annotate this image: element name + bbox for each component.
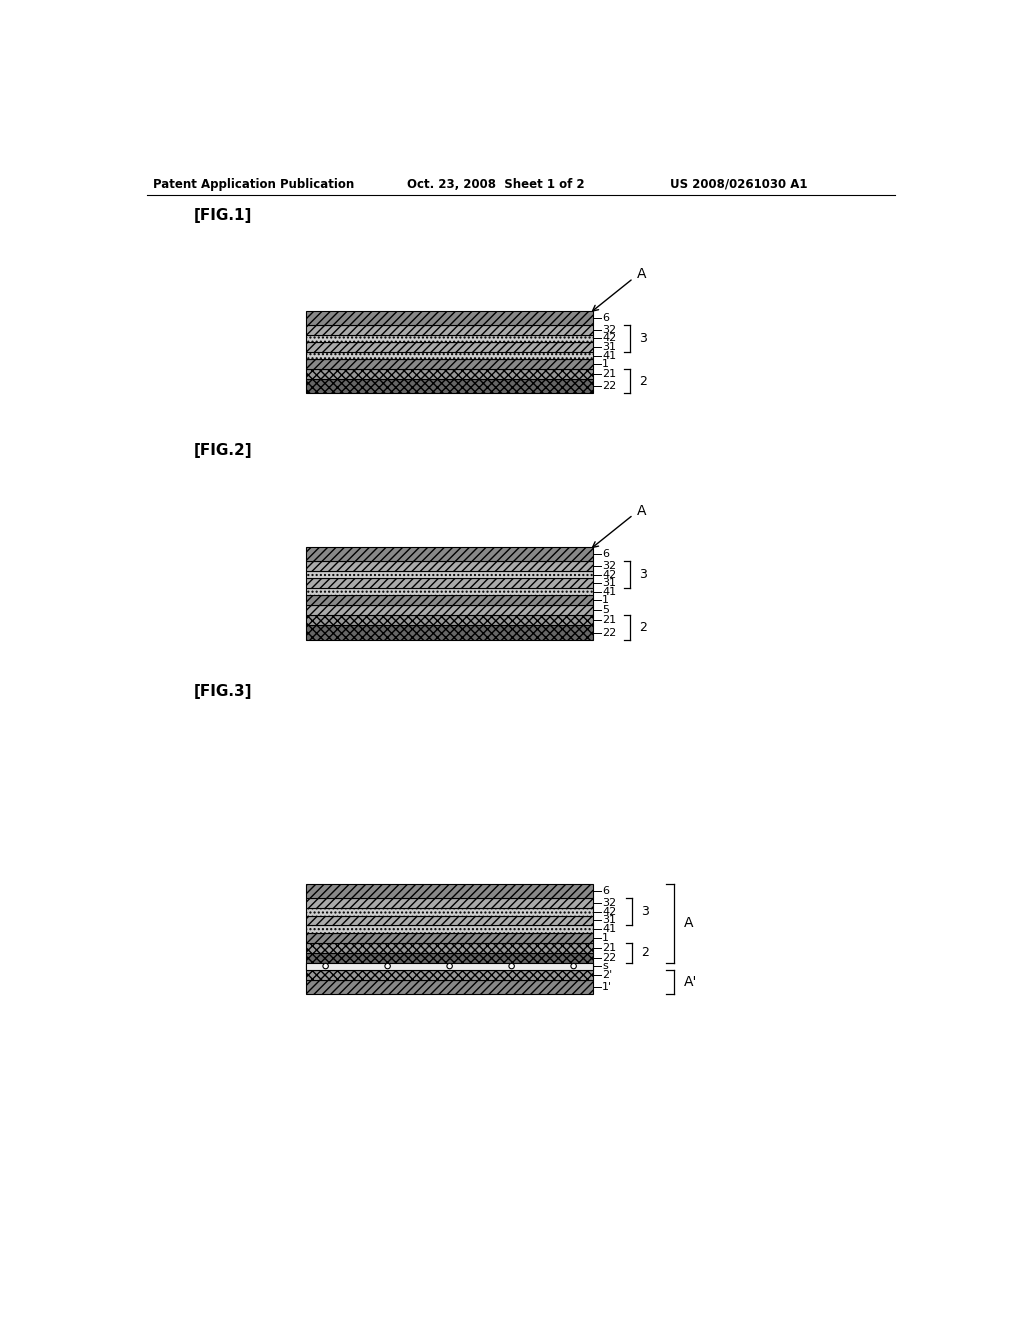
Text: A: A bbox=[684, 916, 693, 931]
Text: Patent Application Publication: Patent Application Publication bbox=[153, 178, 354, 190]
Text: 1: 1 bbox=[602, 359, 609, 370]
Text: 21: 21 bbox=[602, 942, 616, 953]
Text: 32: 32 bbox=[602, 899, 616, 908]
Bar bbox=[306, 572, 593, 578]
Text: 2: 2 bbox=[640, 620, 647, 634]
Text: 31: 31 bbox=[602, 916, 616, 925]
Bar bbox=[306, 370, 593, 379]
Text: 22: 22 bbox=[602, 953, 616, 962]
Text: 3: 3 bbox=[640, 569, 647, 581]
Text: 42: 42 bbox=[602, 570, 616, 579]
Bar bbox=[306, 310, 593, 325]
Circle shape bbox=[509, 964, 514, 969]
Text: 42: 42 bbox=[602, 334, 616, 343]
Text: 3: 3 bbox=[640, 331, 647, 345]
Bar bbox=[306, 942, 593, 953]
Bar bbox=[306, 342, 593, 352]
Text: s: s bbox=[602, 961, 608, 972]
Text: 21: 21 bbox=[602, 370, 616, 379]
Text: 6: 6 bbox=[602, 886, 609, 896]
Text: 32: 32 bbox=[602, 561, 616, 572]
Circle shape bbox=[385, 964, 390, 969]
Text: [FIG.1]: [FIG.1] bbox=[194, 209, 252, 223]
Text: 2': 2' bbox=[602, 970, 612, 979]
Circle shape bbox=[446, 964, 453, 969]
Text: 2: 2 bbox=[641, 946, 649, 960]
Circle shape bbox=[323, 964, 329, 969]
Bar bbox=[306, 899, 593, 908]
Bar bbox=[306, 626, 593, 640]
Bar bbox=[306, 325, 593, 335]
Bar bbox=[306, 352, 593, 359]
Bar bbox=[306, 925, 593, 933]
Bar bbox=[306, 359, 593, 370]
Text: 5: 5 bbox=[602, 606, 609, 615]
Text: 1': 1' bbox=[602, 982, 612, 991]
Text: 42: 42 bbox=[602, 907, 616, 917]
Text: A: A bbox=[637, 268, 647, 281]
Text: 22: 22 bbox=[602, 381, 616, 391]
Bar bbox=[306, 379, 593, 393]
Text: 6: 6 bbox=[602, 549, 609, 560]
Bar bbox=[306, 595, 593, 606]
Bar bbox=[306, 561, 593, 572]
Text: US 2008/0261030 A1: US 2008/0261030 A1 bbox=[671, 178, 808, 190]
Bar bbox=[306, 615, 593, 626]
Text: 1: 1 bbox=[602, 595, 609, 606]
Text: 31: 31 bbox=[602, 578, 616, 589]
Text: 32: 32 bbox=[602, 325, 616, 335]
Bar bbox=[306, 606, 593, 615]
Bar bbox=[306, 970, 593, 979]
Text: [FIG.3]: [FIG.3] bbox=[194, 684, 252, 698]
Bar bbox=[306, 884, 593, 899]
Text: A: A bbox=[637, 504, 647, 517]
Text: 41: 41 bbox=[602, 587, 616, 597]
Text: 2: 2 bbox=[640, 375, 647, 388]
Bar bbox=[306, 933, 593, 942]
Text: 41: 41 bbox=[602, 924, 616, 935]
Bar bbox=[306, 908, 593, 916]
Bar bbox=[306, 916, 593, 925]
Text: 22: 22 bbox=[602, 627, 616, 638]
Bar bbox=[306, 953, 593, 962]
Text: 41: 41 bbox=[602, 351, 616, 360]
Bar bbox=[306, 979, 593, 994]
Bar bbox=[306, 546, 593, 561]
Text: 1: 1 bbox=[602, 933, 609, 942]
Text: 3: 3 bbox=[641, 906, 649, 919]
Bar bbox=[306, 962, 593, 970]
Text: [FIG.2]: [FIG.2] bbox=[194, 444, 253, 458]
Text: Oct. 23, 2008  Sheet 1 of 2: Oct. 23, 2008 Sheet 1 of 2 bbox=[407, 178, 585, 190]
Text: 21: 21 bbox=[602, 615, 616, 626]
Circle shape bbox=[571, 964, 577, 969]
Text: A': A' bbox=[684, 974, 697, 989]
Bar bbox=[306, 335, 593, 342]
Bar bbox=[306, 578, 593, 589]
Bar bbox=[306, 589, 593, 595]
Bar bbox=[306, 962, 593, 970]
Text: 6: 6 bbox=[602, 313, 609, 323]
Text: 31: 31 bbox=[602, 342, 616, 352]
